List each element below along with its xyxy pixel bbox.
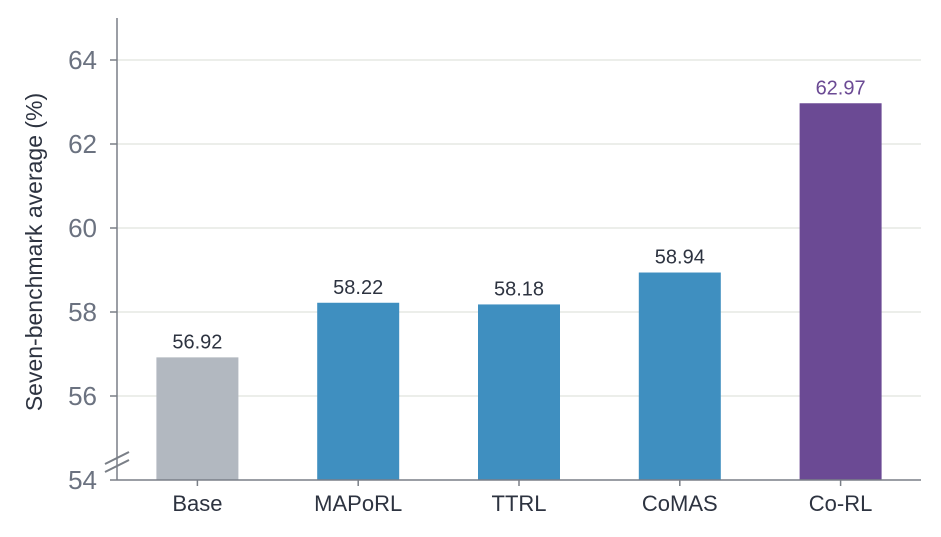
bar-comas — [638, 272, 721, 480]
value-label: 62.97 — [816, 77, 866, 99]
y-tick-label: 54 — [68, 465, 97, 495]
bar-co-rl — [799, 103, 882, 480]
x-tick-label: MAPoRL — [314, 491, 402, 516]
value-label: 58.22 — [333, 277, 383, 299]
axis-break-mark — [104, 451, 130, 465]
axes — [104, 18, 921, 486]
bar-ttrl — [478, 304, 560, 480]
x-tick-label: CoMAS — [642, 491, 718, 516]
x-tick-labels: Base MAPoRL TTRL CoMAS Co-RL — [172, 491, 872, 516]
y-axis-title: Seven-benchmark average (%) — [21, 93, 47, 411]
x-tick-label: Co-RL — [809, 491, 873, 516]
y-tick-label: 62 — [68, 129, 97, 159]
value-label: 58.94 — [655, 247, 705, 269]
y-tick-labels: 54 56 58 60 62 64 — [68, 45, 97, 495]
y-tick-label: 60 — [68, 213, 97, 243]
x-tick-label: Base — [172, 491, 222, 516]
value-label: 58.18 — [494, 278, 544, 300]
y-tick-label: 56 — [68, 381, 97, 411]
x-tick-label: TTRL — [492, 491, 547, 516]
grid-lines — [117, 59, 921, 397]
value-labels: 56.92 58.22 58.18 58.94 62.97 — [172, 77, 865, 353]
y-tick-label: 64 — [68, 45, 97, 75]
y-tick-label: 58 — [68, 297, 97, 327]
bar-base — [156, 357, 239, 480]
axis-break-mark — [104, 459, 130, 473]
bar-maporl — [317, 302, 400, 480]
bars — [156, 103, 882, 480]
value-label: 56.92 — [172, 331, 222, 353]
